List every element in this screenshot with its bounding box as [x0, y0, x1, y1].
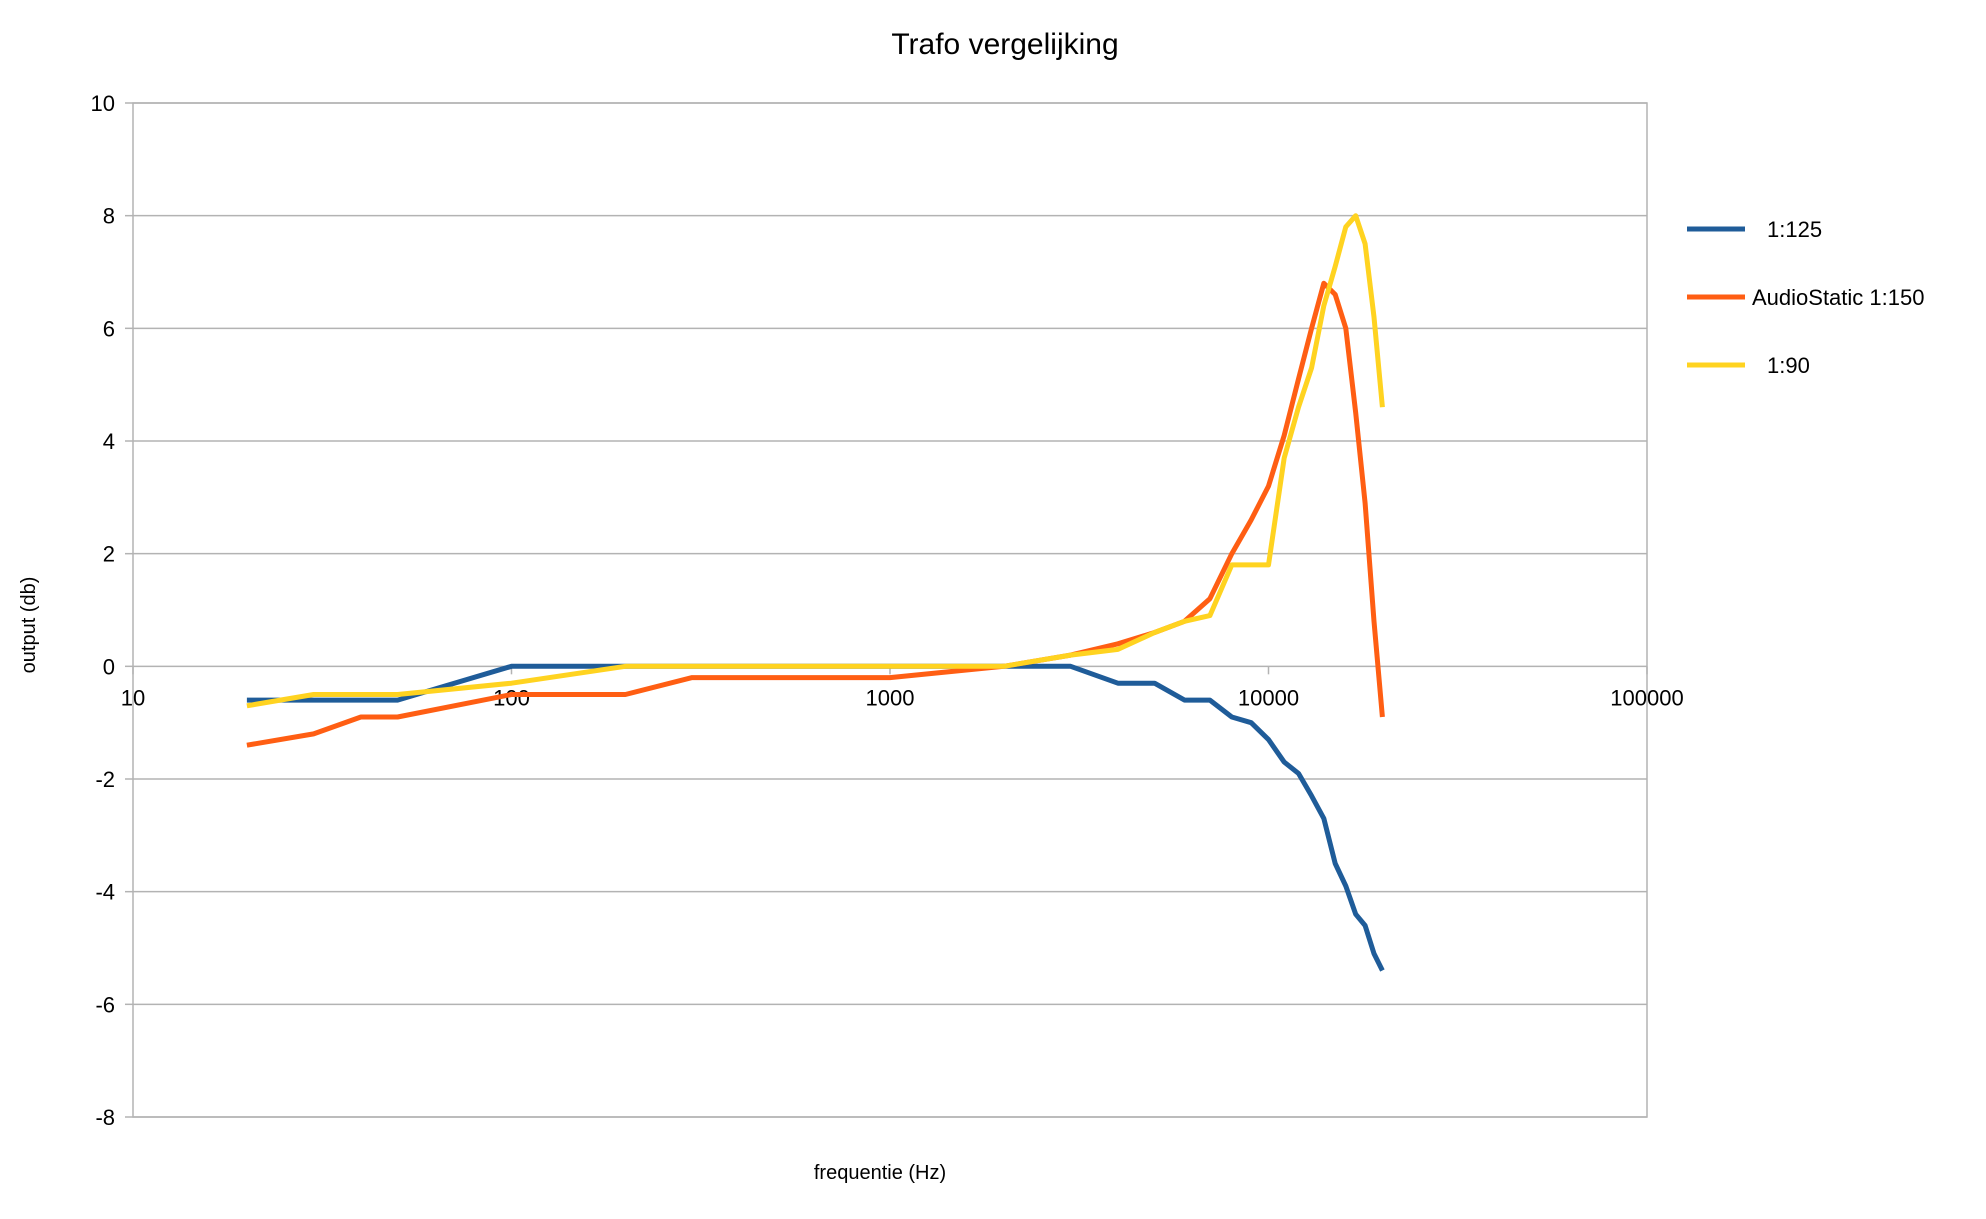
- y-tick-label: 6: [103, 316, 115, 341]
- chart-title: Trafo vergelijking: [891, 28, 1118, 61]
- y-tick-label: 0: [103, 654, 115, 679]
- legend-label: 1:125: [1767, 217, 1822, 242]
- plot-area-border: [132, 102, 1648, 1118]
- y-tick-label: 2: [103, 542, 115, 567]
- y-tick-label: -6: [95, 992, 115, 1017]
- series-1: [246, 663, 1385, 972]
- legend-label: 1:90: [1767, 353, 1810, 378]
- y-tick-label: 10: [91, 91, 115, 116]
- y-tick-label: 8: [103, 204, 115, 229]
- series-line: [246, 213, 1385, 709]
- y-tick-label: -8: [95, 1105, 115, 1130]
- y-tick-label: -4: [95, 880, 115, 905]
- legend-item: 1:125: [1687, 217, 1822, 242]
- series-line: [246, 663, 1385, 972]
- x-tick-label: 100000: [1610, 685, 1683, 710]
- y-tick-label: 4: [103, 429, 115, 454]
- series-2: [246, 280, 1385, 748]
- y-axis-label: output (db): [18, 577, 40, 674]
- x-tick-label: 10: [121, 685, 145, 710]
- series-lines: [246, 213, 1385, 972]
- y-tick-label: -2: [95, 767, 115, 792]
- legend-item: 1:90: [1687, 353, 1810, 378]
- series-3: [246, 213, 1385, 709]
- legend-label: AudioStatic 1:150: [1752, 285, 1924, 310]
- series-line: [246, 280, 1385, 748]
- x-tick-labels: 10 100 1000 10000 100000: [121, 685, 1684, 710]
- x-axis-label: frequentie (Hz): [814, 1162, 946, 1184]
- x-tick-label: 10000: [1238, 685, 1299, 710]
- y-tick-labels: -8 -6 -4 -2 0 2 4 6 8 10: [91, 91, 115, 1130]
- legend: 1:125 AudioStatic 1:150 1:90: [1687, 217, 1924, 378]
- x-tick-label: 1000: [866, 685, 915, 710]
- legend-item: AudioStatic 1:150: [1687, 285, 1924, 310]
